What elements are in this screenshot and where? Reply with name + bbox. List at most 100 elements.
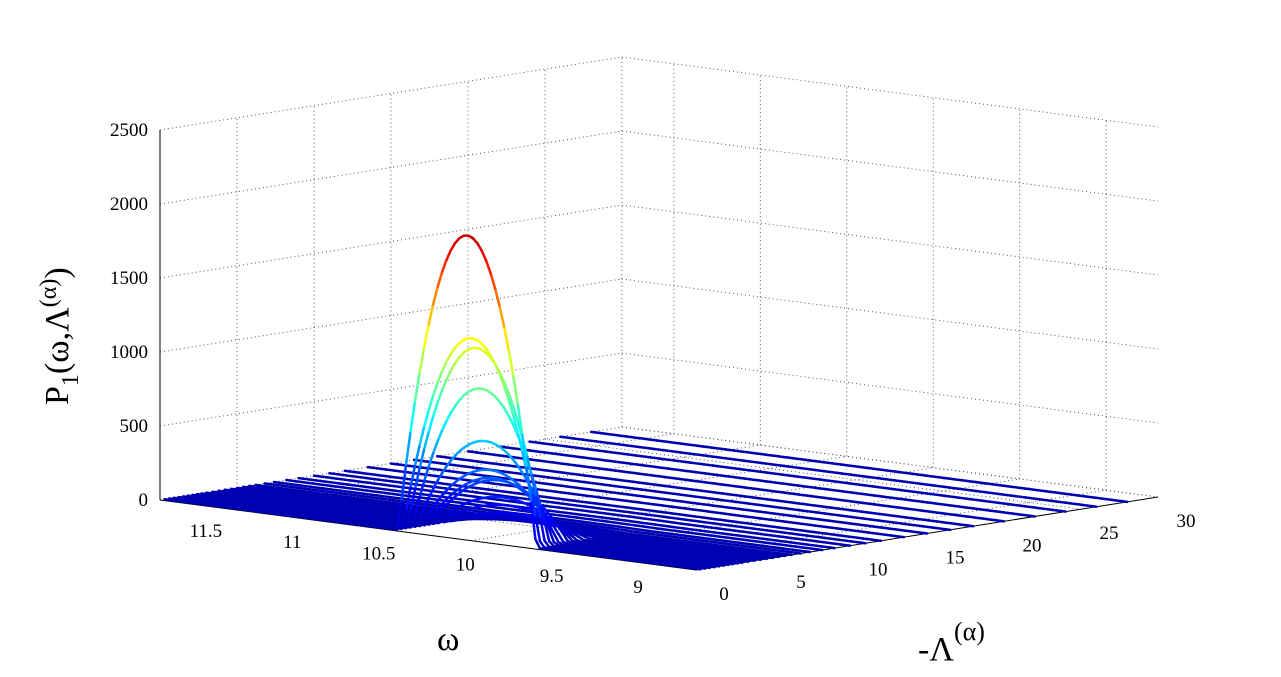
grid-z-back-2 — [622, 279, 1158, 349]
y-axis-title-main: -Λ — [918, 631, 954, 668]
curve-segment — [442, 261, 446, 274]
curve-segment — [530, 442, 534, 443]
z-tick-label: 1500 — [110, 268, 148, 289]
z-axis-title-open: (ω,Λ — [39, 307, 76, 374]
curve-segment — [255, 485, 259, 486]
curve-segment — [495, 289, 499, 307]
x-tick-label: 9.5 — [540, 566, 564, 587]
curve-segment — [442, 362, 446, 372]
curve-segment — [428, 397, 432, 412]
curve-segment — [438, 431, 442, 442]
curve-segment — [410, 403, 414, 433]
grid-y-floor-6 — [622, 427, 1158, 497]
curve-segment — [491, 273, 495, 288]
curve-segment — [559, 534, 563, 542]
curve-segment — [165, 499, 169, 500]
z-axis-title-main: P — [39, 386, 76, 405]
curve-segment — [442, 421, 446, 431]
curve-segment — [486, 261, 490, 274]
series-curve — [530, 442, 1066, 512]
grid-z-back-4 — [622, 131, 1158, 201]
curve-segment — [419, 350, 423, 375]
curve-segment — [468, 451, 472, 452]
curve-segment — [442, 380, 446, 391]
z-tick-label: 1000 — [110, 342, 148, 363]
curve-segment — [591, 432, 595, 433]
series-curve — [591, 432, 1127, 502]
x-tick-label: 10.5 — [362, 543, 395, 564]
curve-segment — [212, 492, 216, 493]
z-axis-title-sup: (α) — [36, 279, 62, 308]
grid-z-back-1 — [622, 353, 1158, 423]
x-axis-title: ω — [437, 621, 459, 658]
curve-segment — [451, 406, 455, 413]
x-tick-label: 11.5 — [190, 521, 223, 542]
x-tick-label: 11 — [283, 532, 301, 553]
curve-segment — [415, 375, 419, 403]
curve-segment — [482, 251, 486, 261]
curve-segment — [420, 450, 424, 469]
y-axis-title: -Λ(α) — [918, 617, 985, 668]
curve-segment — [243, 487, 247, 488]
curve-segment — [368, 467, 372, 468]
z-tick-label: 2000 — [110, 194, 148, 215]
curve-segment — [450, 243, 454, 251]
curve-segment — [505, 409, 509, 417]
z-tick-label: 500 — [120, 416, 149, 437]
curve-segment — [286, 480, 290, 481]
y-tick-label: 15 — [946, 548, 965, 569]
grid-z-back-3 — [622, 205, 1158, 275]
z-tick-label: 2500 — [110, 120, 148, 141]
curve-segment — [265, 483, 269, 484]
curve-segment — [225, 490, 229, 491]
curve-segment — [433, 403, 437, 417]
curve-segment — [345, 471, 349, 472]
curve-segment — [504, 327, 508, 350]
curve-segment — [477, 243, 481, 251]
curve-segment — [231, 489, 235, 490]
curve-segment — [433, 384, 437, 397]
curve-segment — [219, 491, 223, 492]
z-tick-label: 0 — [139, 490, 149, 511]
z-axis-title: P1(ω,Λ(α)) — [36, 267, 84, 405]
y-tick-label: 20 — [1023, 535, 1042, 556]
curve-segment — [433, 289, 437, 307]
curve-segment — [446, 354, 450, 362]
curve-segment — [299, 478, 303, 479]
curve-segment — [446, 251, 450, 261]
y-tick-label: 30 — [1177, 511, 1196, 532]
curve-segment — [314, 476, 318, 477]
y-tick-label: 25 — [1100, 523, 1119, 544]
curve-segment — [424, 412, 428, 428]
curve-segment — [446, 371, 450, 380]
y-tick-label: 5 — [796, 572, 806, 593]
curve-segment — [424, 327, 428, 350]
curve-segment — [406, 433, 410, 466]
y-tick-label: 0 — [719, 584, 729, 605]
curve-segment — [437, 456, 441, 457]
x-tick-label: 10 — [456, 555, 475, 576]
grid-z-back-5 — [622, 57, 1158, 127]
curve-segment — [237, 488, 241, 489]
curve-segment — [560, 437, 564, 438]
grid-y-floor-5 — [545, 439, 1081, 509]
curve-segment — [433, 441, 437, 453]
curve-segment — [391, 464, 395, 465]
series-curves — [165, 236, 1128, 570]
x-tick-label: 9 — [633, 577, 643, 598]
curve-segment — [249, 486, 253, 487]
z-axis-title-close: ) — [39, 267, 76, 278]
y-tick-label: 10 — [869, 560, 888, 581]
curve-segment — [329, 473, 333, 474]
curve-segment — [509, 349, 513, 374]
curve-segment — [428, 417, 432, 433]
curve-segment — [415, 446, 419, 466]
curve-segment — [437, 274, 441, 289]
curve-segment — [446, 413, 450, 421]
curve-segment — [451, 363, 455, 371]
y-axis-title-sup: (α) — [954, 617, 985, 646]
curve-segment — [437, 391, 441, 403]
curve-segment — [429, 454, 433, 467]
